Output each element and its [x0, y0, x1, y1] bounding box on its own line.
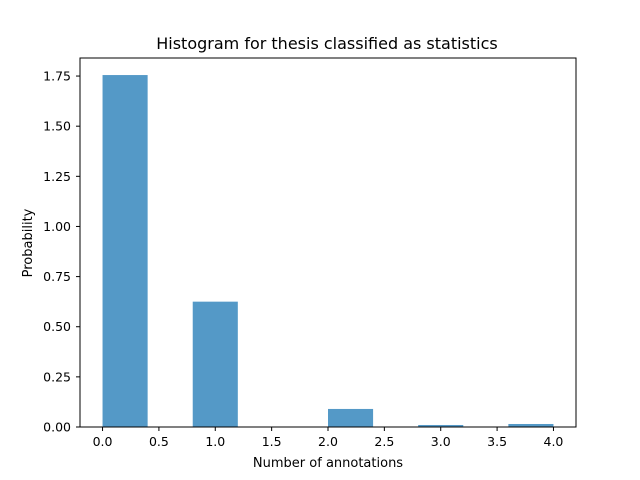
- plot-frame: [79, 57, 577, 428]
- x-tick-label: 0.0: [93, 434, 113, 449]
- y-tick-label: 1.25: [43, 169, 71, 184]
- x-axis-ticks: 0.0 0.5 1.0 1.5 2.0 2.5 3.0 3.5 4.0: [93, 427, 564, 449]
- x-tick-label: 0.5: [149, 434, 169, 449]
- y-tick-label: 1.50: [43, 119, 71, 134]
- histogram-bar: [102, 75, 148, 427]
- histogram-bar: [508, 423, 554, 427]
- x-tick-label: 1.0: [205, 434, 225, 449]
- y-axis-ticks: 0.00 0.25 0.50 0.75 1.00 1.25 1.50 1.75: [43, 69, 80, 435]
- x-tick-label: 2.5: [374, 434, 394, 449]
- histogram-bar: [328, 408, 374, 427]
- y-tick-label: 1.00: [43, 219, 71, 234]
- x-tick-label: 4.0: [544, 434, 564, 449]
- histogram-bar: [192, 301, 238, 427]
- y-tick-label: 0.75: [43, 269, 71, 284]
- x-tick-label: 3.0: [431, 434, 451, 449]
- x-tick-label: 3.5: [487, 434, 507, 449]
- y-tick-label: 0.00: [43, 420, 71, 435]
- x-axis-title: Number of annotations: [253, 456, 403, 471]
- chart-title: Histogram for thesis classified as stati…: [156, 34, 498, 53]
- x-tick-label: 2.0: [318, 434, 338, 449]
- y-tick-label: 0.50: [43, 319, 71, 334]
- bars-group: [102, 75, 554, 427]
- y-tick-label: 0.25: [43, 369, 71, 384]
- y-tick-label: 1.75: [43, 69, 71, 84]
- x-tick-label: 1.5: [262, 434, 282, 449]
- y-axis-title: Probability: [21, 208, 36, 277]
- histogram-bar: [418, 424, 464, 427]
